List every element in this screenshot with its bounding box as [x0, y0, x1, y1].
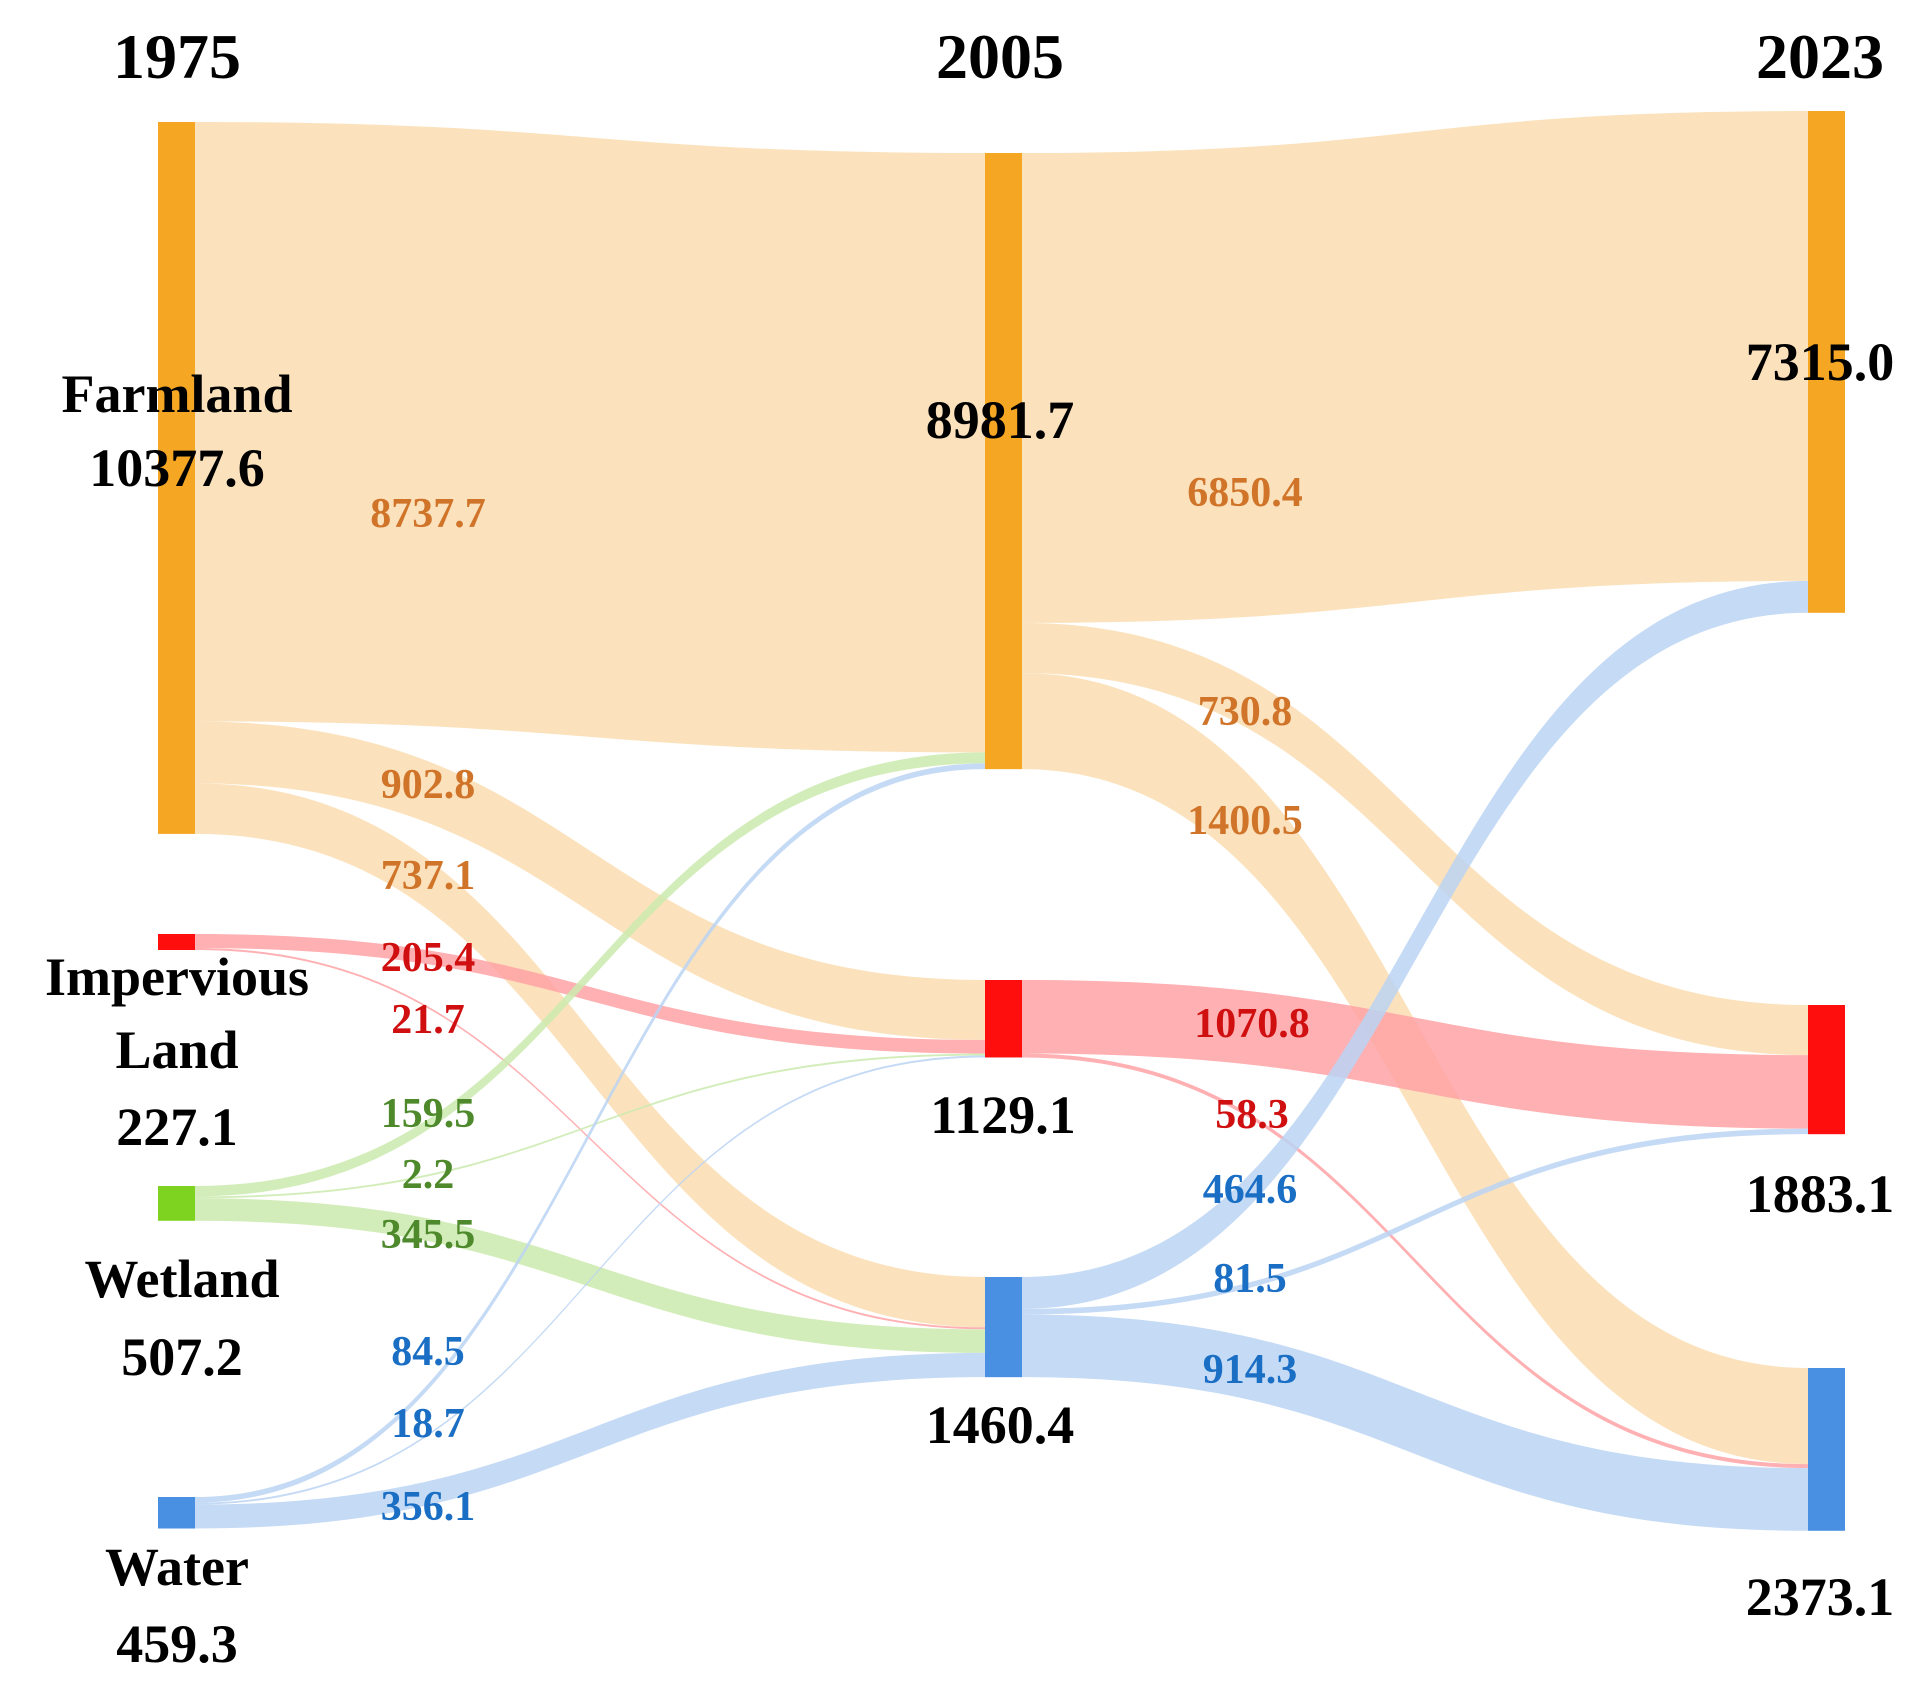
flow-label-impervious-to-water-2005: 21.7 [391, 997, 465, 1043]
node-label-impervious-1975-name-line1: Impervious [45, 947, 309, 1007]
year-label-1975: 1975 [113, 21, 241, 92]
node-farmland-1975 [158, 122, 195, 834]
flow-label-wetland-to-water-2005: 345.5 [381, 1212, 476, 1258]
node-farmland-2023 [1808, 111, 1845, 613]
flow-label-farmland-to-farmland-2023: 6850.4 [1187, 470, 1303, 516]
node-label-impervious-1975-name-line2: Land [115, 1020, 238, 1080]
node-label-water-2005-value: 1460.4 [926, 1395, 1075, 1455]
flow-label-water-to-farmland-2005: 84.5 [391, 1329, 465, 1375]
node-label-impervious-2023-value: 1883.1 [1746, 1164, 1895, 1224]
node-label-farmland-2005-value: 8981.7 [926, 390, 1075, 450]
flow-wa75-to-f05 [195, 763, 985, 1503]
node-water-1975 [158, 1497, 195, 1529]
flow-label-water-to-water-2023: 914.3 [1203, 1347, 1298, 1393]
flow-wa05-to-f23 [1022, 580, 1808, 1309]
node-label-farmland-1975-value: 10377.6 [89, 438, 265, 498]
flow-label-farmland-to-water-2023: 1400.5 [1187, 798, 1303, 844]
flow-label-farmland-to-impervious-2005: 902.8 [381, 762, 476, 808]
nodes-layer [158, 111, 1845, 1531]
flow-label-water-to-impervious-2023: 81.5 [1213, 1256, 1287, 1302]
node-label-farmland-1975-name: Farmland [61, 364, 292, 424]
flow-label-impervious-to-impervious-2023: 1070.8 [1194, 1001, 1310, 1047]
flow-wa05-to-i23 [1022, 1128, 1808, 1315]
flows-layer [195, 111, 1808, 1531]
flow-i05-to-i23 [1022, 980, 1808, 1129]
flow-f75-to-i05 [195, 721, 985, 1040]
node-labels: Farmland 10377.6 Impervious Land 227.1 W… [45, 332, 1894, 1674]
year-label-2005: 2005 [936, 21, 1064, 92]
node-farmland-2005 [985, 153, 1022, 770]
flow-we75-to-f05 [195, 752, 985, 1197]
year-label-2023: 2023 [1756, 21, 1884, 92]
flow-wa75-to-i05 [195, 1055, 985, 1505]
flow-we75-to-wa05 [195, 1198, 985, 1353]
flow-label-wetland-to-farmland-2005: 159.5 [381, 1091, 476, 1137]
flow-labels: 8737.7 902.8 737.1 205.4 21.7 159.5 2.2 … [370, 470, 1310, 1530]
flow-label-water-to-farmland-2023: 464.6 [1203, 1167, 1298, 1213]
flow-label-impervious-to-impervious-2005: 205.4 [381, 935, 476, 981]
flow-f75-to-wa05 [195, 783, 985, 1328]
flow-label-farmland-to-impervious-2023: 730.8 [1198, 689, 1293, 735]
flow-label-impervious-to-water-2023: 58.3 [1215, 1092, 1289, 1138]
flow-label-wetland-to-impervious-2005: 2.2 [402, 1152, 455, 1198]
node-label-water-1975-name: Water [105, 1537, 249, 1597]
flow-i05-to-wa23 [1022, 1053, 1808, 1469]
flow-wa05-to-wa23 [1022, 1314, 1808, 1531]
flow-label-water-to-impervious-2005: 18.7 [391, 1401, 465, 1447]
node-label-impervious-1975-value: 227.1 [116, 1097, 238, 1157]
flow-label-farmland-to-farmland-2005: 8737.7 [370, 491, 486, 537]
flow-f75-to-f05 [195, 122, 985, 753]
flow-label-farmland-to-water-2005: 737.1 [381, 853, 476, 899]
flow-f05-to-i23 [1022, 622, 1808, 1056]
year-headers: 1975 2005 2023 [113, 21, 1884, 92]
node-impervious-2005 [985, 980, 1022, 1058]
node-label-impervious-2005-value: 1129.1 [930, 1085, 1076, 1145]
node-label-farmland-2023-value: 7315.0 [1746, 332, 1895, 392]
flow-wa75-to-wa05 [195, 1352, 985, 1529]
flow-f05-to-f23 [1022, 111, 1808, 623]
node-impervious-2023 [1808, 1005, 1845, 1135]
flow-i75-to-i05 [195, 934, 985, 1054]
node-label-wetland-1975-name: Wetland [84, 1249, 279, 1309]
flow-i75-to-wa05 [195, 948, 985, 1330]
node-water-2023 [1808, 1368, 1845, 1531]
node-wetland-1975 [158, 1186, 195, 1221]
flow-we75-to-i05 [195, 1053, 985, 1199]
node-label-water-1975-value: 459.3 [116, 1614, 238, 1674]
node-label-water-2023-value: 2373.1 [1746, 1567, 1895, 1627]
node-label-wetland-1975-value: 507.2 [121, 1327, 243, 1387]
node-water-2005 [985, 1277, 1022, 1378]
node-impervious-1975 [158, 934, 195, 950]
flow-label-water-to-water-2005: 356.1 [381, 1484, 476, 1530]
